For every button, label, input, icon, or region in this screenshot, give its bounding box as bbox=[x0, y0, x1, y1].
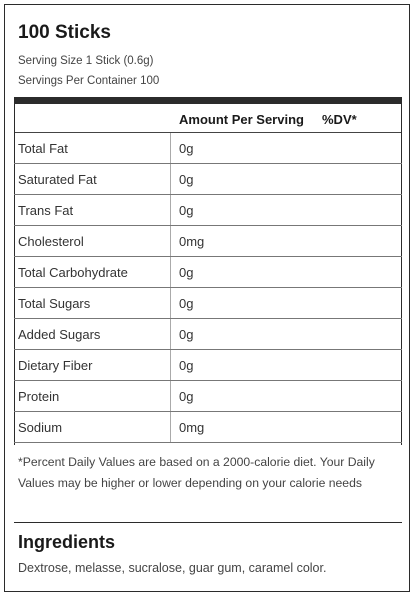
column-divider bbox=[170, 381, 171, 411]
column-divider bbox=[170, 288, 171, 318]
nutrient-amount: 0g bbox=[179, 141, 194, 156]
table-row: Trans Fat 0g bbox=[14, 195, 402, 226]
product-title: 100 Sticks bbox=[18, 22, 111, 43]
nutrient-amount: 0mg bbox=[179, 420, 205, 435]
nutrient-amount: 0g bbox=[179, 389, 194, 404]
table-right-border bbox=[401, 104, 402, 445]
column-divider bbox=[170, 350, 171, 380]
servings-per-container: Servings Per Container 100 bbox=[18, 75, 160, 87]
column-divider bbox=[170, 195, 171, 225]
nutrient-name: Cholesterol bbox=[18, 234, 84, 249]
amount-per-serving-header: Amount Per Serving bbox=[179, 112, 304, 127]
nutrient-name: Total Sugars bbox=[18, 296, 91, 311]
column-divider bbox=[170, 164, 171, 194]
ingredients-divider bbox=[14, 522, 402, 523]
column-divider bbox=[170, 412, 171, 442]
nutrient-amount: 0g bbox=[179, 203, 194, 218]
serving-size: Serving Size 1 Stick (0.6g) bbox=[18, 55, 154, 67]
column-divider bbox=[170, 257, 171, 287]
nutrient-name: Protein bbox=[18, 389, 60, 404]
ingredients-heading: Ingredients bbox=[18, 532, 116, 552]
nutrient-amount: 0mg bbox=[179, 234, 205, 249]
table-row: Total Carbohydrate 0g bbox=[14, 257, 402, 288]
table-row: Saturated Fat 0g bbox=[14, 164, 402, 195]
nutrient-amount: 0g bbox=[179, 296, 194, 311]
table-row: Dietary Fiber 0g bbox=[14, 350, 402, 381]
column-divider bbox=[170, 226, 171, 256]
nutrient-table: Total Fat 0g Saturated Fat 0g Trans Fat 0g … bbox=[14, 133, 402, 443]
nutrient-amount: 0g bbox=[179, 265, 194, 280]
table-row: Total Sugars 0g bbox=[14, 288, 402, 319]
table-row: Cholesterol 0mg bbox=[14, 226, 402, 257]
table-left-border bbox=[14, 104, 15, 445]
nutrient-name: Dietary Fiber bbox=[18, 358, 93, 373]
table-row: Total Fat 0g bbox=[14, 133, 402, 164]
nutrient-amount: 0g bbox=[179, 327, 194, 342]
column-divider bbox=[170, 319, 171, 349]
nutrient-name: Total Carbohydrate bbox=[18, 265, 128, 280]
nutrient-name: Trans Fat bbox=[18, 203, 74, 218]
column-divider bbox=[170, 133, 171, 163]
thick-divider bbox=[14, 97, 402, 104]
table-row: Sodium 0mg bbox=[14, 412, 402, 443]
ingredients-list: Dextrose, melasse, sucralose, guar gum, … bbox=[18, 561, 327, 575]
nutrient-name: Total Fat bbox=[18, 141, 68, 156]
nutrient-name: Sodium bbox=[18, 420, 63, 435]
nutrient-amount: 0g bbox=[179, 358, 194, 373]
table-row: Added Sugars 0g bbox=[14, 319, 402, 350]
table-row: Protein 0g bbox=[14, 381, 402, 412]
nutrient-amount: 0g bbox=[179, 172, 194, 187]
nutrient-name: Saturated Fat bbox=[18, 172, 97, 187]
daily-value-header: %DV* bbox=[322, 112, 357, 127]
daily-value-footnote: *Percent Daily Values are based on a 200… bbox=[18, 455, 375, 490]
nutrient-name: Added Sugars bbox=[18, 327, 101, 342]
table-header: Amount Per Serving %DV* bbox=[14, 104, 402, 133]
